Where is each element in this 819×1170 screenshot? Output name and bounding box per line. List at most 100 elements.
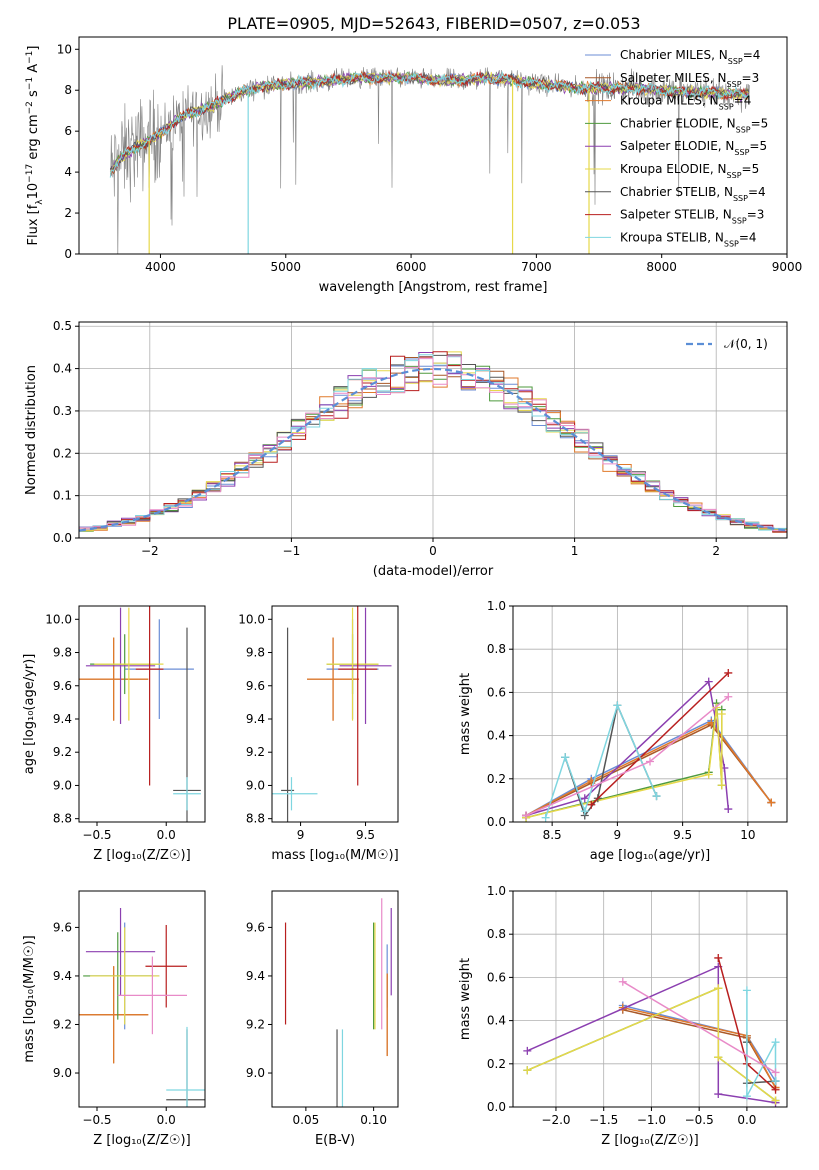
x-tick-label: 4000 [145,260,176,274]
normal-reference-curve [79,367,787,532]
x-tick-label: 0 [429,544,437,558]
y-label-part: −2 [25,101,35,114]
y-tick-label: 9.2 [53,745,72,759]
x-tick-label: −2 [141,544,159,558]
mass-weight-point [771,1038,780,1047]
residual-histogram-step [79,355,787,535]
mass-weight-point [714,1053,723,1062]
legend-entry: Kroupa STELIB, NSSP=4 [620,230,757,248]
mass-weight-point [618,977,627,986]
x-tick-label: 9.5 [356,828,375,842]
legend-tail: =4 [739,230,757,244]
x-tick-label: −0.5 [82,828,111,842]
legend-sub: SSP [728,57,743,66]
legend-sub: SSP [734,148,749,157]
y-label-part: Flux [f [26,204,41,245]
mass-weight-point [771,1068,780,1077]
mass-weight-point [580,807,589,816]
x-tick-label: 9 [614,828,622,842]
y-label-part: λ [35,199,45,205]
legend-tail: =4 [748,185,766,199]
legend-entry: Chabrier STELIB, NSSP=4 [620,185,766,203]
y-tick-label: 4 [64,165,72,179]
x-tick-label: 10 [740,828,755,842]
y-label-part: s [26,90,41,101]
mass-weight-point [714,984,723,993]
y-tick-label: 0.6 [487,970,506,984]
x-tick-label: −1.0 [637,1113,666,1127]
x-axis-label: Z [log₁₀(Z/Z☉)] [93,1133,190,1148]
legend-name: Salpeter STELIB, N [620,208,732,222]
y-tick-label: 0.0 [487,815,506,829]
residuals-ticks: −2 −1 0 1 2 0.0 0.1 0.2 0.3 0.4 0.5 (data-model)/er… [24,319,788,579]
age_vs_mass-errorbars [272,606,392,822]
x-tick-label: 8.5 [543,828,562,842]
legend-tail: =3 [742,71,760,85]
y-tick-label: 9.6 [246,679,265,693]
mass-weight-line [590,672,729,806]
figure-title: PLATE=0905, MJD=52643, FIBERID=0507, z=0… [227,14,640,33]
x-tick-label: −2.0 [541,1113,570,1127]
mass-weight-point [541,813,550,822]
y-tick-label: 10.0 [238,612,265,626]
y-tick-label: 0.6 [487,685,506,699]
legend-tail: =4 [734,94,752,108]
y-tick-label: 0.1 [53,489,72,503]
y-tick-label: 0.0 [487,1100,506,1114]
legend-sub: SSP [727,171,742,180]
y-tick-label: 9.4 [246,712,265,726]
x-tick-label: 0.0 [157,828,176,842]
y-tick-label: 8.8 [53,812,72,826]
legend-tail: =3 [747,208,765,222]
mass-weight-point [714,953,723,962]
y-tick-label: 2 [64,206,72,220]
mass_weight_vs_age-series [522,668,776,822]
x-axis-label: (data-model)/error [373,564,494,579]
y-tick-label: 9.0 [246,1066,265,1080]
spectrum-ticks: 4000 5000 6000 7000 8000 9000 0 2 4 6 8 10 wavelengt… [57,36,803,295]
y-tick-label: 0 [64,247,72,261]
legend-entry: Kroupa MILES, NSSP=4 [620,94,751,112]
y-tick-label: 1.0 [487,599,506,613]
x-axis-label: wavelength [Angstrom, rest frame] [319,280,548,295]
x-tick-label: 0.0 [737,1113,756,1127]
model-spectrum-line [109,69,750,177]
mass-weight-point [724,805,733,814]
legend-sub: SSP [733,193,748,202]
mass-weight-point [717,781,726,790]
y-tick-label: 0.8 [487,927,506,941]
legend-name: Kroupa STELIB, N [620,230,724,244]
legend-entry: Chabrier ELODIE, NSSP=5 [620,116,768,133]
x-tick-label: 8000 [646,260,677,274]
x-tick-label: 0.05 [293,1113,320,1127]
y-tick-label: 9.2 [246,1017,265,1031]
y-axis-label: Normed distribution [24,365,39,495]
y-label-part: 10 [26,183,41,200]
legend-tail: =5 [742,162,760,176]
legend-name: Chabrier ELODIE, N [620,116,736,130]
age_vs_Z-errorbars [79,606,201,822]
residual-histograms [79,351,787,535]
mass-weight-point [742,1092,751,1101]
legend-entry: Chabrier MILES, NSSP=4 [620,48,760,66]
mass-weight-point [704,770,713,779]
x-tick-label: 0.10 [360,1113,387,1127]
legend-tail: =5 [749,139,767,153]
reference-legend-label: 𝒩(0, 1) [724,337,768,351]
plot-frame [78,605,206,823]
y-tick-label: 9.6 [53,920,72,934]
x-tick-label: 9000 [772,260,803,274]
x-tick-label: 1 [571,544,579,558]
y-tick-label: 9.8 [53,646,72,660]
legend-name: Kroupa MILES, N [620,94,719,108]
y-tick-label: 0.2 [53,446,72,460]
y-tick-label: 9.0 [246,778,265,792]
y-tick-label: 0.4 [487,729,506,743]
y-tick-label: 0.4 [53,362,72,376]
mass-weight-line [746,990,777,1097]
legend-name: Salpeter MILES, N [620,71,727,85]
x-axis-label: age [log₁₀(age/yr)] [590,848,711,863]
mass-weight-point [717,710,726,718]
mass-weight-point [561,753,570,762]
